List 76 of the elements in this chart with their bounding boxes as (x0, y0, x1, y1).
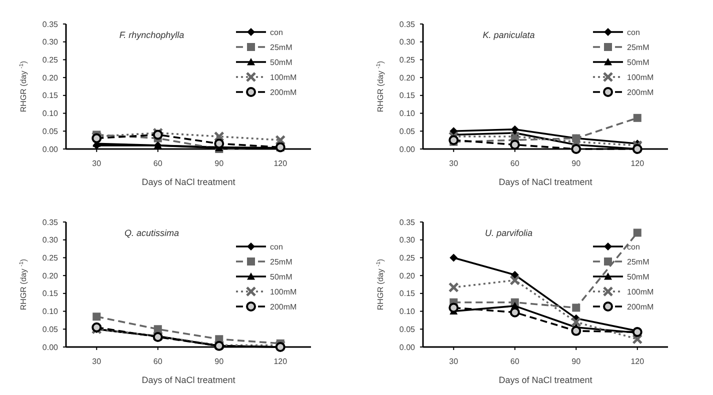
y-tick-label: 0.25 (399, 56, 416, 65)
y-tick-label: 0.00 (399, 342, 416, 352)
x-tick-label: 90 (572, 357, 582, 366)
legend-label: 25mM (270, 42, 293, 52)
y-tick-label: 0.25 (42, 56, 59, 65)
y-tick-label: 0.35 (42, 20, 59, 29)
legend-label: 50mM (270, 58, 293, 67)
y-tick-label: 0.10 (42, 307, 59, 316)
y-tick-label: 0.35 (399, 218, 416, 227)
x-axis-title: Days of NaCl treatment (498, 375, 593, 385)
legend-label: 200mM (270, 302, 298, 312)
y-tick-label: 0.05 (42, 324, 59, 334)
x-tick-label: 120 (274, 159, 288, 168)
legend-label: 25mM (627, 42, 650, 52)
x-tick-label: 120 (274, 357, 288, 366)
y-tick-label: 0.05 (399, 126, 416, 136)
y-tick-label: 0.35 (42, 218, 59, 227)
legend-label: con (270, 28, 283, 37)
legend-label: 100mM (270, 72, 298, 82)
y-tick-label: 0.30 (42, 236, 59, 245)
y-tick-label: 0.30 (399, 38, 416, 47)
legend-label: con (627, 242, 640, 252)
x-tick-label: 30 (449, 357, 459, 366)
legend-label: 50mM (627, 272, 650, 282)
legend-label: 200mM (270, 88, 298, 97)
legend-label: 200mM (627, 302, 654, 312)
legend-label: 50mM (270, 272, 293, 282)
legend-label: 200mM (627, 88, 654, 97)
x-axis-title: Days of NaCl treatment (142, 177, 236, 187)
legend-label: 100mM (627, 72, 654, 82)
y-tick-label: 0.10 (42, 109, 59, 118)
legend-label: 100mM (627, 287, 654, 296)
y-tick-label: 0.30 (399, 236, 416, 245)
y-tick-label: 0.10 (399, 109, 416, 118)
y-tick-label: 0.20 (399, 73, 416, 82)
x-tick-label: 30 (449, 159, 459, 168)
legend-label: 25mM (627, 257, 650, 266)
y-tick-label: 0.15 (42, 289, 59, 298)
x-tick-label: 60 (153, 159, 163, 168)
x-tick-label: 120 (630, 159, 645, 168)
y-tick-label: 0.35 (399, 20, 416, 29)
text: U. parvifolia (484, 228, 533, 238)
legend-label: 100mM (270, 287, 298, 296)
text: K. paniculata (482, 30, 535, 40)
y-tick-label: 0.00 (42, 144, 59, 154)
x-axis-title: Days of NaCl treatment (142, 375, 236, 385)
x-tick-label: 120 (630, 357, 645, 366)
y-tick-label: 0.05 (399, 324, 416, 334)
y-tick-label: 0.15 (42, 91, 59, 100)
x-tick-label: 60 (510, 357, 520, 366)
y-tick-label: 0.15 (399, 91, 416, 100)
x-tick-label: 90 (214, 357, 224, 366)
legend-label: con (270, 242, 283, 252)
y-tick-label: 0.25 (42, 254, 59, 263)
text: F. rhynchophylla (119, 30, 184, 40)
x-tick-label: 30 (92, 357, 102, 366)
y-tick-label: 0.00 (42, 342, 59, 352)
legend-label: con (627, 28, 640, 37)
y-tick-label: 0.20 (42, 73, 59, 82)
y-tick-label: 0.20 (399, 271, 416, 280)
x-tick-label: 60 (153, 357, 163, 366)
x-axis-title: Days of NaCl treatment (498, 177, 593, 187)
y-tick-label: 0.25 (399, 254, 416, 263)
y-tick-label: 0.30 (42, 38, 59, 47)
y-tick-label: 0.20 (42, 271, 59, 280)
y-tick-label: 0.00 (399, 144, 416, 154)
x-tick-label: 90 (572, 159, 582, 168)
y-tick-label: 0.10 (399, 307, 416, 316)
x-tick-label: 30 (92, 159, 102, 168)
y-tick-label: 0.05 (42, 126, 59, 136)
y-tick-label: 0.15 (399, 289, 416, 298)
x-tick-label: 60 (510, 159, 520, 168)
legend-label: 50mM (627, 58, 650, 67)
legend-label: 25mM (270, 257, 293, 266)
text: Q. acutissima (124, 228, 180, 238)
x-tick-label: 90 (214, 159, 224, 168)
